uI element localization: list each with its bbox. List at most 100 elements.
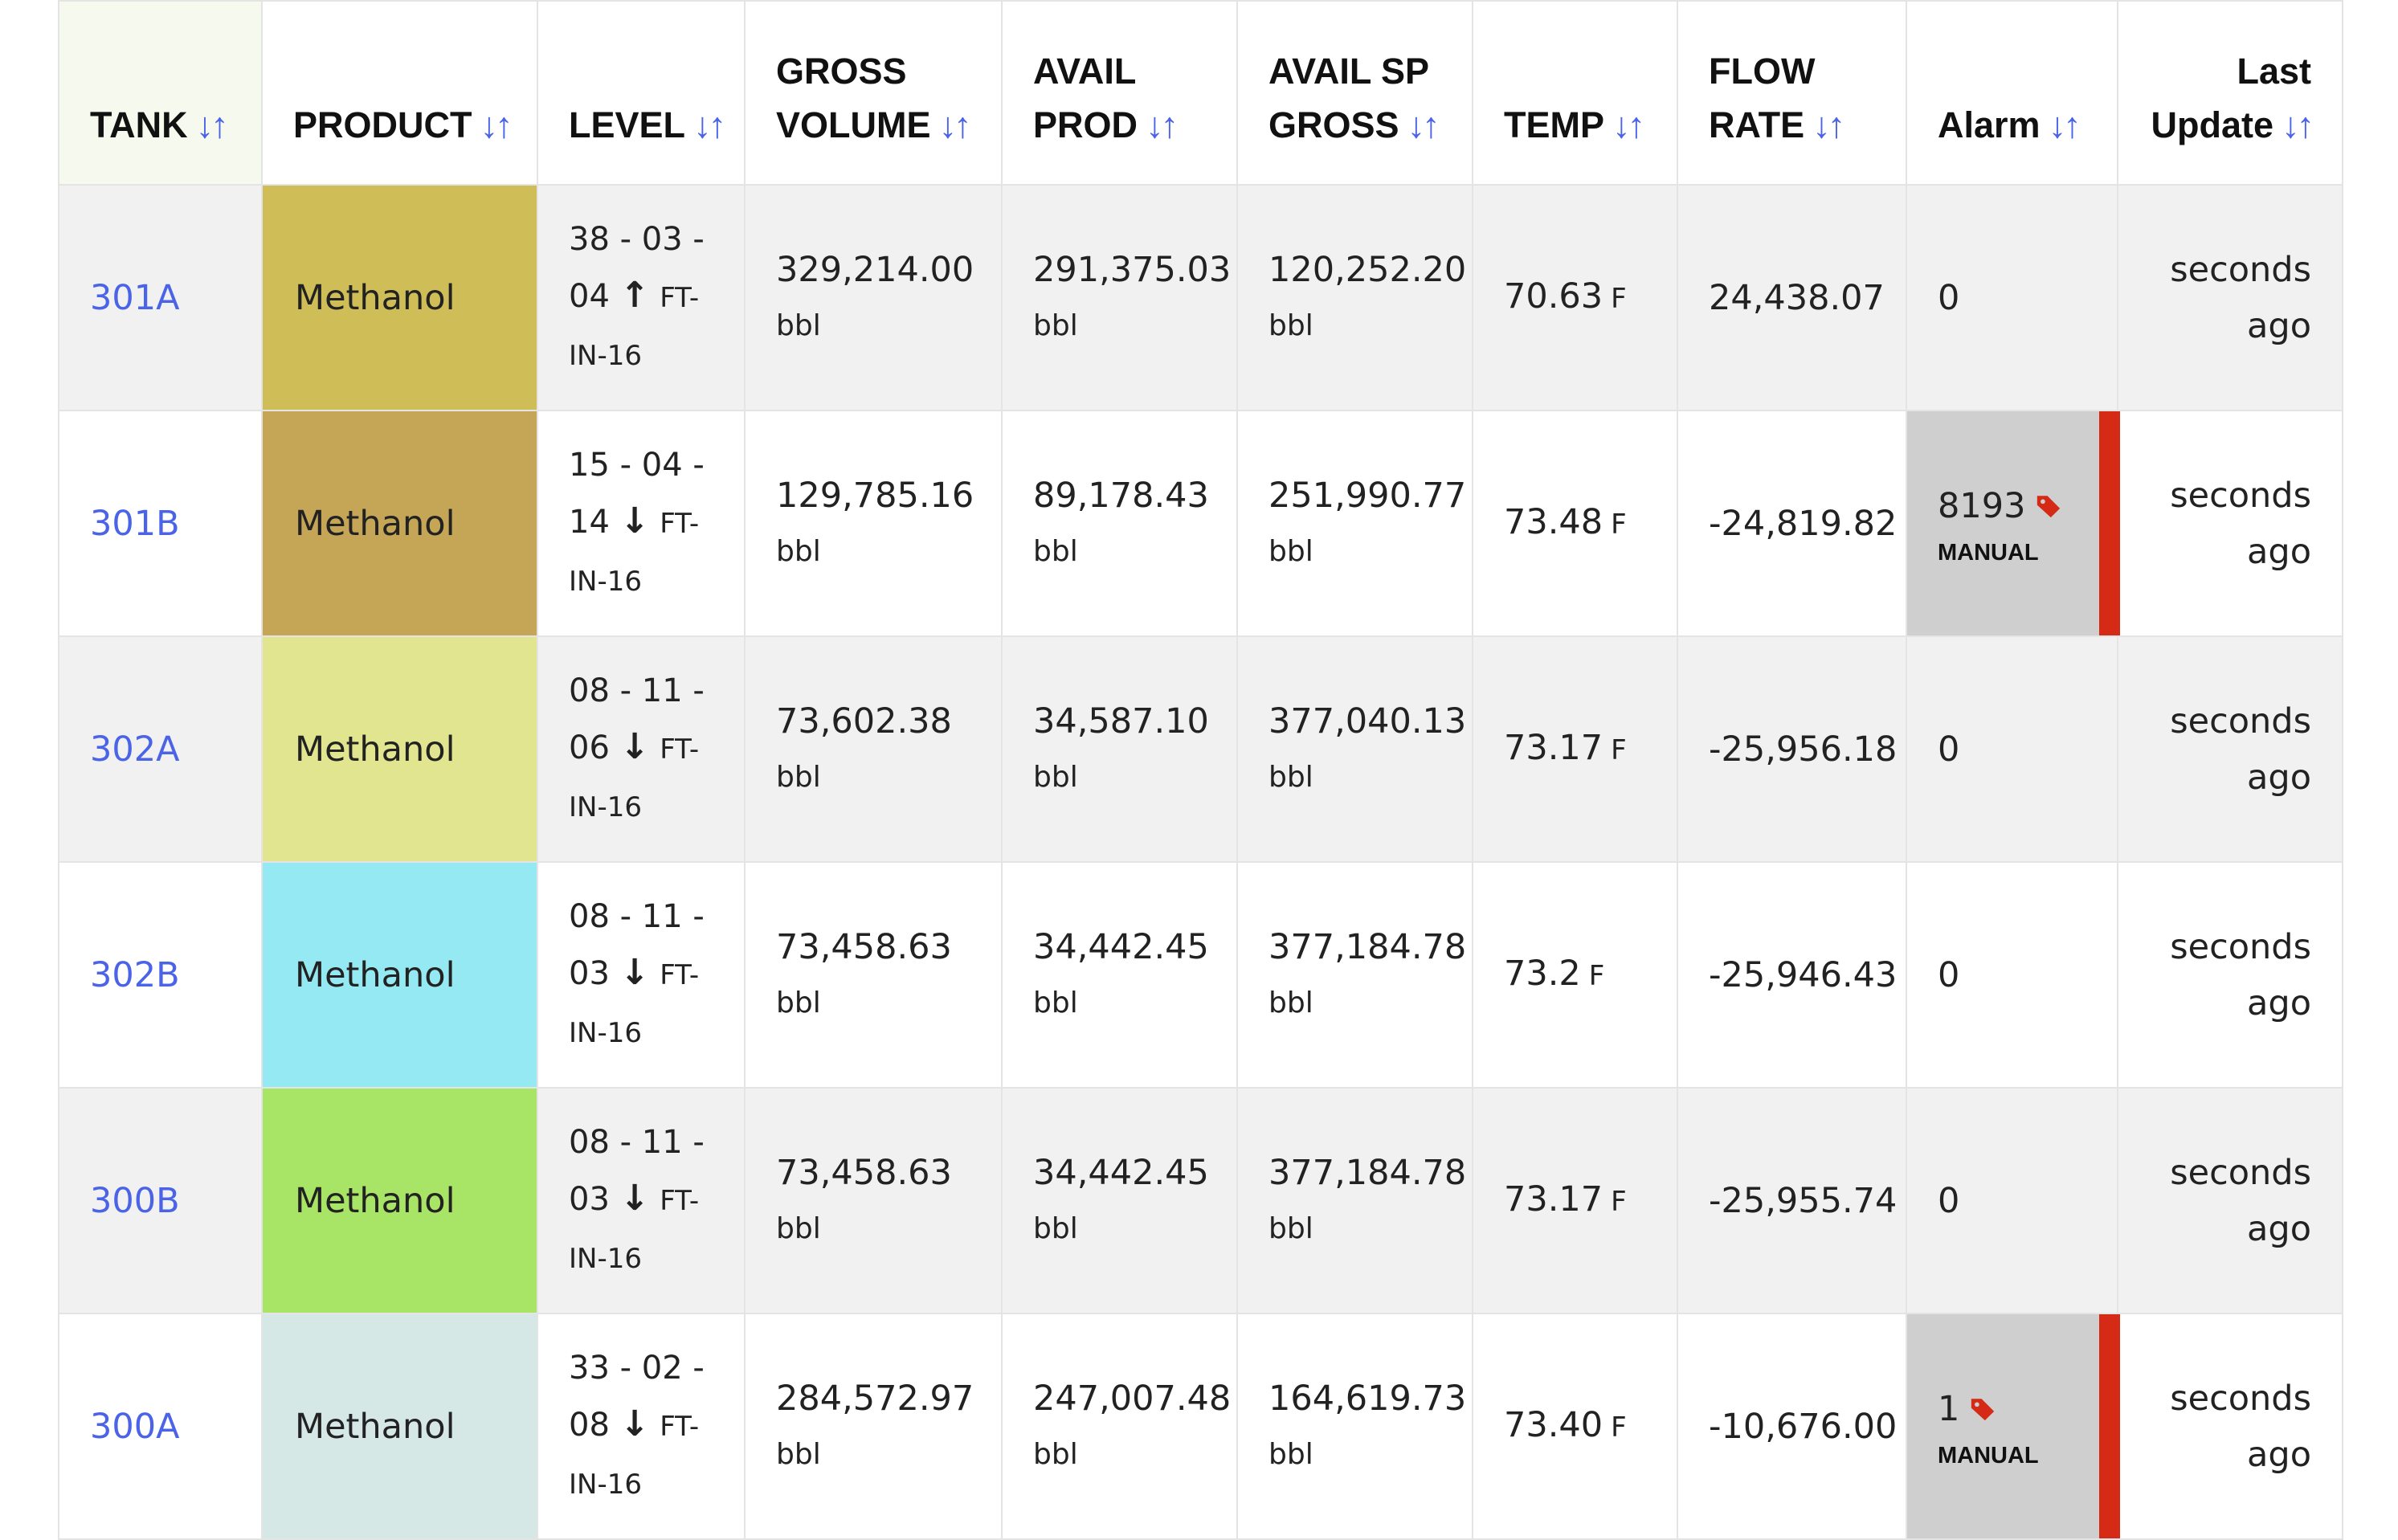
avail-sp-gross-cell: 164,619.73 bbl xyxy=(1236,1313,1473,1540)
header-avail-sp-gross[interactable]: AVAIL SP GROSS ↓↑ xyxy=(1236,0,1473,186)
tank-cell: 300B xyxy=(58,1087,263,1314)
avail-sp-gross-value: 120,252.20 xyxy=(1268,249,1467,290)
tank-cell: 301B xyxy=(58,410,263,637)
gross-volume-unit: bbl xyxy=(776,534,821,568)
sort-arrows-icon[interactable]: ↓↑ xyxy=(693,104,726,145)
gross-volume-cell: 284,572.97 bbl xyxy=(744,1313,1003,1540)
flow-rate-cell: -25,956.18 xyxy=(1677,635,1907,863)
last-update-line1: seconds xyxy=(2170,926,2311,967)
tank-link[interactable]: 301B xyxy=(90,503,180,544)
arrow-down-icon: ↓ xyxy=(619,500,650,541)
header-tank[interactable]: TANK ↓↑ xyxy=(58,0,263,186)
header-gross-volume-line1: GROSS xyxy=(776,51,907,92)
gross-volume-unit: bbl xyxy=(776,1211,821,1245)
header-level-label: LEVEL xyxy=(569,104,686,145)
avail-sp-gross-unit: bbl xyxy=(1268,986,1313,1019)
tank-link[interactable]: 301A xyxy=(90,277,180,318)
tank-cell: 300A xyxy=(58,1313,263,1540)
last-update-line1: seconds xyxy=(2170,249,2311,290)
table-row: 301B Methanol 15 - 04 - 14 ↓ FT- IN-16 1… xyxy=(58,410,2343,637)
level-ft: FT- xyxy=(660,282,700,314)
sort-arrows-icon[interactable]: ↓↑ xyxy=(480,104,513,145)
sort-arrows-icon[interactable]: ↓↑ xyxy=(938,104,972,145)
last-update-cell: seconds ago xyxy=(2117,635,2343,863)
last-update-line1: seconds xyxy=(2170,1378,2311,1419)
alarm-cell[interactable]: 0 xyxy=(1906,184,2118,411)
temp-value: 73.2 xyxy=(1504,954,1581,994)
tank-link[interactable]: 300B xyxy=(90,1180,180,1221)
temp-unit: F xyxy=(1588,960,1605,992)
alarm-manual-label: MANUAL xyxy=(1938,1442,2039,1469)
alarm-value: 0 xyxy=(1938,729,1960,770)
sort-arrows-icon[interactable]: ↓↑ xyxy=(2048,104,2081,145)
avail-prod-value: 34,587.10 xyxy=(1033,701,1209,741)
temp-unit: F xyxy=(1611,283,1627,315)
sort-arrows-icon[interactable]: ↓↑ xyxy=(1612,104,1645,145)
sort-arrows-icon[interactable]: ↓↑ xyxy=(195,104,229,145)
product-cell: Methanol xyxy=(261,861,538,1089)
sort-arrows-icon[interactable]: ↓↑ xyxy=(1812,104,1845,145)
level-part2: 03 xyxy=(569,955,610,992)
alarm-cell[interactable]: 0 xyxy=(1906,861,2118,1089)
gross-volume-value: 73,602.38 xyxy=(776,701,952,741)
table-row: 302B Methanol 08 - 11 - 03 ↓ FT- IN-16 7… xyxy=(58,861,2343,1089)
gross-volume-unit: bbl xyxy=(776,1437,821,1471)
temp-unit: F xyxy=(1611,1186,1627,1218)
level-cell: 38 - 03 - 04 ↑ FT- IN-16 xyxy=(537,184,746,411)
header-level[interactable]: LEVEL ↓↑ xyxy=(537,0,746,186)
gross-volume-unit: bbl xyxy=(776,308,821,342)
avail-sp-gross-cell: 377,184.78 bbl xyxy=(1236,1087,1473,1314)
level-ft: FT- xyxy=(660,959,700,991)
avail-prod-value: 89,178.43 xyxy=(1033,475,1209,516)
flow-rate-value: -25,955.74 xyxy=(1709,1180,1898,1221)
header-avail-sp-line2: GROSS xyxy=(1268,104,1399,145)
alarm-cell[interactable]: 0 xyxy=(1906,1087,2118,1314)
alarm-cell[interactable]: 0 xyxy=(1906,635,2118,863)
sort-arrows-icon[interactable]: ↓↑ xyxy=(1146,104,1179,145)
product-name: Methanol xyxy=(295,503,455,544)
alarm-manual-label: MANUAL xyxy=(1938,539,2039,566)
avail-sp-gross-unit: bbl xyxy=(1268,534,1313,568)
level-part1: 33 - 02 - xyxy=(569,1350,705,1387)
temp-cell: 73.17 F xyxy=(1472,1087,1678,1314)
arrow-down-icon: ↓ xyxy=(619,1178,650,1219)
sort-arrows-icon[interactable]: ↓↑ xyxy=(2282,104,2314,145)
level-ft: FT- xyxy=(660,733,700,766)
level-part2: 03 xyxy=(569,1181,610,1218)
tank-link[interactable]: 302A xyxy=(90,729,180,770)
flow-rate-cell: -25,946.43 xyxy=(1677,861,1907,1089)
alarm-cell[interactable]: 8193 MANUAL xyxy=(1906,410,2120,637)
alarm-value: 8193 xyxy=(1938,486,2026,527)
header-product[interactable]: PRODUCT ↓↑ xyxy=(261,0,538,186)
avail-prod-cell: 89,178.43 bbl xyxy=(1001,410,1238,637)
tank-link[interactable]: 300A xyxy=(90,1406,180,1447)
flow-rate-value: -10,676.00 xyxy=(1709,1406,1898,1447)
header-alarm[interactable]: Alarm ↓↑ xyxy=(1906,0,2118,186)
tank-table-container: TANK ↓↑ PRODUCT ↓↑ LEVEL ↓↑ GROSS VOLUME ↓↑ A… xyxy=(58,0,2343,1540)
header-flow-rate[interactable]: FLOW RATE ↓↑ xyxy=(1677,0,1907,186)
temp-cell: 73.2 F xyxy=(1472,861,1678,1089)
avail-sp-gross-cell: 377,040.13 bbl xyxy=(1236,635,1473,863)
header-avail-prod[interactable]: AVAIL PROD ↓↑ xyxy=(1001,0,1238,186)
level-part1: 38 - 03 - xyxy=(569,221,705,258)
alarm-cell[interactable]: 1 MANUAL xyxy=(1906,1313,2120,1540)
product-cell: Methanol xyxy=(261,184,538,411)
temp-unit: F xyxy=(1611,509,1627,541)
flow-rate-cell: -25,955.74 xyxy=(1677,1087,1907,1314)
avail-prod-unit: bbl xyxy=(1033,1211,1078,1245)
avail-prod-value: 34,442.45 xyxy=(1033,926,1209,967)
last-update-line2: ago xyxy=(2247,757,2311,798)
header-row: TANK ↓↑ PRODUCT ↓↑ LEVEL ↓↑ GROSS VOLUME ↓↑ A… xyxy=(58,0,2343,186)
sort-arrows-icon[interactable]: ↓↑ xyxy=(1407,104,1440,145)
header-gross-volume[interactable]: GROSS VOLUME ↓↑ xyxy=(744,0,1003,186)
tank-link[interactable]: 302B xyxy=(90,954,180,995)
avail-prod-unit: bbl xyxy=(1033,1437,1078,1471)
header-flow-line2: RATE xyxy=(1709,104,1805,145)
avail-sp-gross-unit: bbl xyxy=(1268,1211,1313,1245)
header-last-update[interactable]: Last Update ↓↑ xyxy=(2117,0,2343,186)
header-temp[interactable]: TEMP ↓↑ xyxy=(1472,0,1678,186)
level-part1: 08 - 11 - xyxy=(569,1124,705,1161)
level-part3: IN-16 xyxy=(569,1017,642,1049)
level-part1: 15 - 04 - xyxy=(569,447,705,484)
avail-prod-cell: 291,375.03 bbl xyxy=(1001,184,1238,411)
